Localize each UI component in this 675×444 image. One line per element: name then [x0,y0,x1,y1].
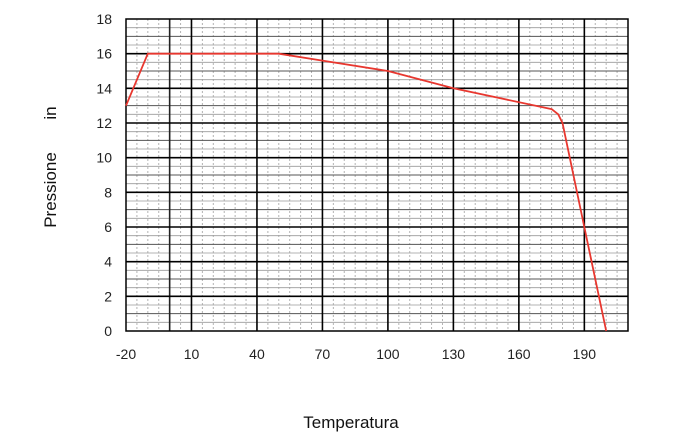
y-tick-label: 2 [104,288,112,304]
y-tick-label: 6 [104,219,112,235]
y-tick-label: 12 [96,115,112,131]
y-tick-label: 16 [96,46,112,62]
series-line [125,52,608,332]
series-layer [125,52,608,332]
x-tick-label: 190 [573,346,597,362]
y-tick-label: 18 [96,11,112,27]
y-tick-label: 10 [96,150,112,166]
x-tick-label: -20 [116,346,136,362]
y-tick-label: 0 [104,323,112,339]
major-grid [126,19,628,331]
y-tick-label: 14 [96,80,112,96]
y-axis-title: Pressione [41,152,60,228]
x-tick-label: 160 [507,346,531,362]
x-tick-label: 40 [249,346,265,362]
x-tick-label: 100 [376,346,400,362]
y-axis-unit: in [41,106,60,119]
y-tick-label: 8 [104,184,112,200]
y-tick-label: 4 [104,254,112,270]
x-axis-title: Temperatura [303,413,399,432]
plot-frame [125,18,629,332]
x-tick-label: 130 [442,346,466,362]
x-tick-label: 70 [315,346,331,362]
y-tick-labels: 0 2 4 6 8 10 12 14 16 18 [96,11,112,339]
x-tick-label: 10 [184,346,200,362]
x-tick-labels: -20 10 40 70 100 130 160 190 [116,346,596,362]
minor-grid [126,19,628,331]
